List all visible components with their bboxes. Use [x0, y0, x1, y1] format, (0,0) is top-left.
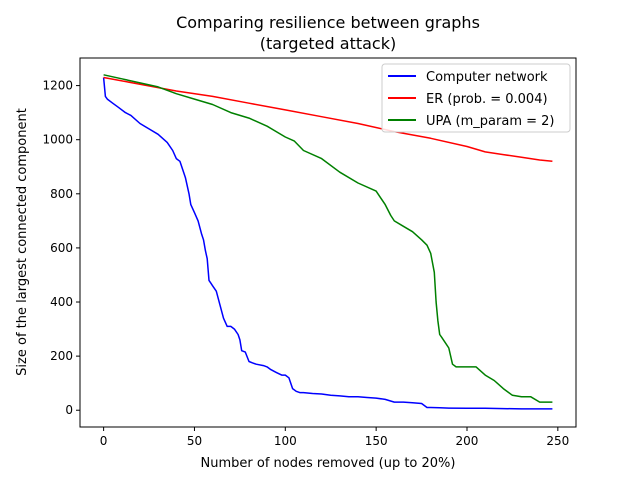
series-line-3 [103, 74, 553, 403]
x-tick-label: 150 [365, 434, 388, 448]
x-tick-label: 0 [100, 434, 108, 448]
series-line-1 [102, 77, 553, 410]
y-tick-label: 600 [50, 241, 73, 255]
plot-lines [102, 74, 553, 410]
y-tick-label: 800 [50, 187, 73, 201]
chart-subtitle: (targeted attack) [260, 34, 396, 53]
y-tick-label: 200 [50, 349, 73, 363]
y-tick-label: 1000 [42, 133, 73, 147]
legend-label-1: Computer network [426, 70, 548, 85]
y-tick-label: 0 [65, 403, 73, 417]
y-axis-ticks: 0 200 400 600 800 1000 1200 [42, 79, 80, 417]
x-tick-label: 100 [274, 434, 297, 448]
x-tick-label: 250 [546, 434, 569, 448]
y-axis-label: Size of the largest connected component [15, 108, 30, 376]
x-axis-label: Number of nodes removed (up to 20%) [201, 456, 456, 471]
x-tick-label: 200 [456, 434, 479, 448]
legend: Computer network ER (prob. = 0.004) UPA (m… [381, 63, 571, 133]
chart-title: Comparing resilience between graphs [176, 13, 480, 32]
y-tick-label: 1200 [42, 79, 73, 93]
x-tick-label: 50 [187, 434, 202, 448]
legend-box [381, 63, 571, 133]
x-axis-ticks: 0 50 100 150 200 250 [100, 427, 569, 448]
legend-label-2: ER (prob. = 0.004) [426, 92, 548, 107]
y-tick-label: 400 [50, 295, 73, 309]
series-line-2 [103, 76, 553, 163]
axes-frame [79, 57, 577, 428]
legend-label-3: UPA (m_param = 2) [426, 114, 554, 129]
